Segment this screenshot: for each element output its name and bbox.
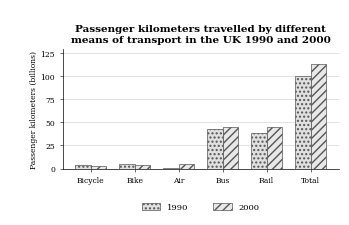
Bar	[91, 166, 106, 169]
Bar	[119, 164, 135, 169]
Bar	[311, 65, 326, 169]
Bar	[135, 165, 150, 169]
Bar	[267, 128, 282, 169]
Legend: 1990, 2000: 1990, 2000	[139, 200, 263, 215]
Bar	[75, 165, 91, 169]
Bar	[179, 164, 194, 169]
Bar	[163, 168, 179, 169]
Bar	[223, 128, 238, 169]
Bar	[207, 129, 223, 169]
Title: Passenger kilometers travelled by different
means of transport in the UK 1990 an: Passenger kilometers travelled by differ…	[71, 25, 331, 45]
Bar	[251, 133, 267, 169]
Bar	[295, 77, 311, 169]
Y-axis label: Passenger kilometers (billions): Passenger kilometers (billions)	[30, 50, 38, 168]
